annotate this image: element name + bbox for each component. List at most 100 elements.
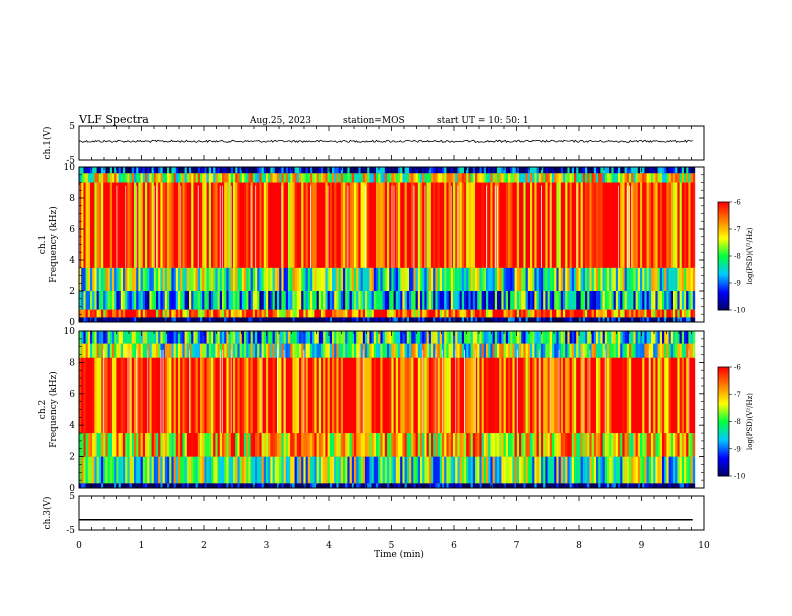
colorbar-cell — [718, 412, 729, 415]
spectrogram-cell — [263, 357, 267, 434]
colorbar-cell — [718, 466, 729, 470]
spectrogram-cell — [224, 182, 227, 268]
spectrogram-cell — [367, 182, 370, 268]
spectrogram-cell — [644, 433, 647, 457]
spectrogram-cell — [252, 456, 256, 484]
spectrogram-cell — [653, 331, 656, 344]
spectrogram-cell — [543, 331, 546, 344]
spectrogram-cell — [670, 317, 674, 322]
spectrogram-cell — [208, 267, 212, 291]
spectrogram-cell — [173, 167, 176, 174]
spectrogram-cell — [684, 357, 687, 434]
spectrogram-cell — [591, 483, 594, 488]
spectrogram-cell — [565, 291, 568, 310]
spectrogram-cell — [312, 343, 315, 358]
spectrogram-cell — [596, 317, 599, 322]
spectrogram-cell — [195, 317, 198, 322]
spectrogram-cell — [358, 331, 361, 344]
spectrogram-cell — [618, 433, 621, 457]
spectrogram-cell — [294, 331, 297, 344]
spectrogram-cell — [384, 182, 388, 268]
spectrogram-cell — [380, 291, 383, 310]
spectrogram-cell — [406, 483, 410, 488]
spectrogram-cell — [497, 433, 500, 457]
spectrogram-cell — [147, 331, 150, 344]
spectrogram-cell — [536, 309, 539, 318]
spectrogram-cell — [670, 173, 674, 183]
spectrogram-cell — [384, 433, 388, 457]
spectrogram-cell — [664, 433, 667, 457]
spectrogram-cell — [164, 343, 168, 358]
spectrogram-cell — [252, 182, 256, 268]
spectrogram-cell — [274, 343, 278, 358]
spectrogram-cell — [354, 182, 357, 268]
spectrogram-cell — [464, 291, 467, 310]
spectrogram-cell — [303, 456, 306, 484]
spectrogram-cell — [338, 317, 341, 322]
spectrogram-cell — [437, 167, 440, 174]
spectrogram-cell — [395, 182, 399, 268]
spectrogram-cell — [371, 182, 374, 268]
spectrogram-cell — [646, 182, 649, 268]
spectrogram-cell — [195, 483, 198, 488]
spectrogram-cell — [169, 291, 172, 310]
spectrogram-cell — [688, 433, 691, 457]
spectrogram-cell — [371, 456, 374, 484]
y-tick-label: 5 — [69, 492, 75, 502]
spectrogram-cell — [505, 267, 509, 291]
spectrogram-cell — [538, 309, 542, 318]
colorbar-tick-label: -8 — [734, 253, 741, 261]
spectrogram-cell — [164, 331, 168, 344]
spectrogram-cell — [292, 182, 295, 268]
spectrogram-cell — [547, 317, 550, 322]
spectrogram-cell — [235, 173, 238, 183]
spectrogram-cell — [481, 357, 484, 434]
spectrogram-cell — [404, 167, 407, 174]
spectrogram-cell — [338, 343, 341, 358]
spectrogram-cell — [637, 357, 641, 434]
spectrogram-cell — [567, 357, 570, 434]
spectrogram-cell — [631, 317, 634, 322]
spectrogram-cell — [131, 317, 135, 322]
spectrogram-cell — [582, 433, 586, 457]
colorbar-tick-label: -9 — [734, 280, 741, 288]
spectrogram-cell — [356, 433, 359, 457]
spectrogram-cell — [153, 167, 157, 174]
spectrogram-cell — [272, 309, 275, 318]
spectrogram-cell — [120, 173, 124, 183]
spectrogram-cell — [248, 483, 251, 488]
spectrogram-cell — [362, 167, 366, 174]
spectrogram-cell — [193, 173, 196, 183]
spectrogram-cell — [532, 291, 535, 310]
spectrogram-cell — [270, 167, 273, 174]
spectrogram-cell — [411, 433, 414, 457]
spectrogram-cell — [576, 267, 579, 291]
spectrogram-cell — [668, 343, 671, 358]
spectrogram-cell — [611, 433, 614, 457]
spectrogram-cell — [646, 357, 649, 434]
spectrogram-cell — [600, 483, 603, 488]
spectrogram-cell — [503, 456, 506, 484]
spectrogram-cell — [402, 343, 405, 358]
spectrogram-cell — [589, 357, 592, 434]
spectrogram-cell — [219, 182, 223, 268]
spectrogram-cell — [200, 317, 203, 322]
spectrogram-cell — [354, 291, 357, 310]
spectrogram-cell — [175, 357, 179, 434]
spectrogram-cell — [470, 267, 473, 291]
spectrogram-cell — [334, 456, 337, 484]
spectrogram-cell — [274, 456, 278, 484]
spectrogram-cell — [448, 456, 451, 484]
spectrogram-cell — [446, 317, 449, 322]
colorbar-cell — [718, 463, 729, 466]
spectrogram-cell — [571, 167, 575, 174]
spectrogram-cell — [109, 317, 113, 322]
colorbar-cell — [718, 212, 729, 215]
spectrogram-cell — [125, 317, 128, 322]
spectrogram-cell — [213, 456, 216, 484]
spectrogram-cell — [347, 167, 350, 174]
spectrogram-cell — [123, 317, 126, 322]
spectrogram-cell — [479, 173, 482, 183]
spectrogram-cell — [442, 343, 445, 358]
